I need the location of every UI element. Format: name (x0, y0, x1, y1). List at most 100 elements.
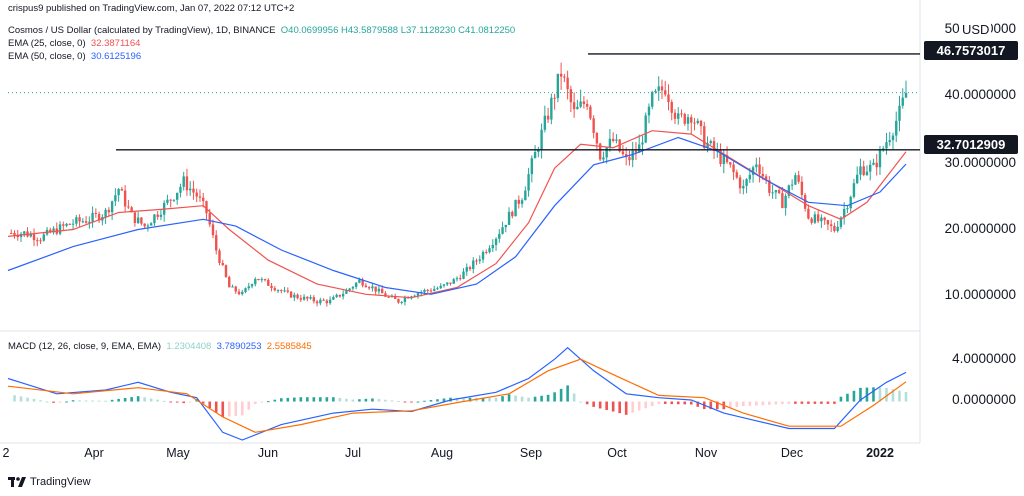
candle-body (862, 166, 865, 175)
candle-body (543, 115, 547, 130)
candle-body (354, 282, 358, 287)
macd-histogram-bar (807, 401, 810, 404)
candle-body (276, 290, 280, 292)
candle-body (140, 217, 143, 224)
candle-body (32, 234, 36, 241)
macd-histogram-bar (455, 397, 459, 402)
candle-body (91, 212, 94, 222)
macd-histogram-bar (794, 401, 797, 404)
macd-histogram-bar (97, 400, 101, 402)
macd-histogram-bar (514, 395, 517, 402)
candle-body (511, 211, 514, 217)
tradingview-footer[interactable]: TradingView (8, 476, 91, 488)
candle-body (468, 267, 472, 270)
macd-histogram-bar (605, 401, 608, 410)
macd-histogram-bar (286, 397, 290, 402)
macd-histogram-bar (865, 387, 869, 402)
macd-histogram-bar (820, 401, 823, 404)
macd-histogram-bar (416, 401, 420, 403)
currency-label[interactable]: USD (960, 22, 992, 37)
macd-histogram-bar (872, 387, 875, 402)
candle-body (250, 284, 254, 287)
ema25-legend[interactable]: EMA (25, close, 0) 32.3871164 (8, 38, 140, 50)
candle-body (657, 86, 660, 91)
candle-body (901, 97, 904, 106)
candle-body (478, 259, 481, 261)
candle-body (130, 207, 133, 213)
candle-body (878, 149, 882, 168)
ema50-legend[interactable]: EMA (50, close, 0) 30.6125196 (8, 51, 141, 63)
candle-body (647, 106, 651, 116)
candle-body (315, 301, 319, 304)
candle-body (712, 141, 716, 151)
candle-body (114, 195, 117, 202)
macd-histogram-bar (650, 401, 654, 407)
candle-body (579, 101, 582, 107)
candle-body (133, 212, 137, 223)
candle-body (218, 250, 221, 263)
candle-body (595, 132, 599, 144)
macd-histogram-bar (618, 401, 621, 414)
macd-histogram-bar (58, 401, 62, 403)
candle-body (78, 217, 81, 222)
candle-body (449, 282, 452, 284)
macd-histogram-bar (117, 398, 120, 402)
candle-body (569, 89, 573, 103)
candle-body (293, 294, 296, 298)
candle-body (481, 251, 485, 260)
candle-body (491, 245, 494, 249)
candle-body (263, 279, 267, 281)
candle-body (494, 238, 498, 246)
candle-body (306, 296, 309, 299)
candle-body (611, 138, 615, 141)
macd-histogram-bar (670, 401, 674, 405)
candle-body (273, 288, 276, 291)
candle-body (397, 298, 400, 303)
macd-histogram-bar (729, 401, 732, 409)
candle-body (631, 150, 634, 161)
x-label-nov: Nov (694, 446, 718, 460)
macd-histogram-bar (761, 401, 765, 406)
candle-body (836, 226, 839, 232)
candle-body (803, 194, 807, 209)
candle-body (260, 279, 263, 281)
candle-body (475, 260, 478, 262)
candle-body (36, 240, 39, 242)
candle-body (790, 184, 794, 186)
candle-body (400, 301, 403, 303)
candle-body (302, 296, 306, 300)
macd-histogram-bar (227, 401, 231, 417)
candle-body (615, 139, 618, 141)
candle-body (189, 188, 192, 191)
candle-body (423, 289, 426, 292)
candle-body (156, 214, 159, 217)
macd-histogram-bar (377, 399, 381, 402)
candle-body (800, 181, 804, 195)
candle-body (507, 211, 511, 225)
candle-body (446, 282, 449, 285)
macd-line-value: 3.7890253 (216, 341, 262, 352)
candle-body (537, 150, 540, 153)
candle-body (696, 120, 699, 123)
macd-histogram-bar (781, 401, 784, 405)
macd-histogram-bar (45, 401, 49, 403)
candle-body (758, 164, 761, 174)
ema25-line (7, 130, 907, 299)
candle-body (563, 76, 566, 78)
macd-histogram-bar (403, 401, 407, 403)
candle-body (338, 294, 342, 297)
candle-body (237, 291, 241, 295)
candle-body (94, 212, 98, 214)
candle-body (120, 189, 124, 191)
candle-body (49, 229, 52, 233)
candle-body (628, 157, 631, 161)
macd-legend[interactable]: MACD (12, 26, close, 9, EMA, EMA) 1.2304… (8, 341, 312, 353)
candle-body (576, 106, 579, 110)
candle-body (234, 286, 237, 292)
macd-histogram-bar (364, 398, 368, 402)
candle-body (865, 171, 869, 175)
macd-histogram-bar (234, 401, 238, 416)
candle-body (768, 180, 771, 193)
macd-histogram-bar (833, 401, 836, 404)
